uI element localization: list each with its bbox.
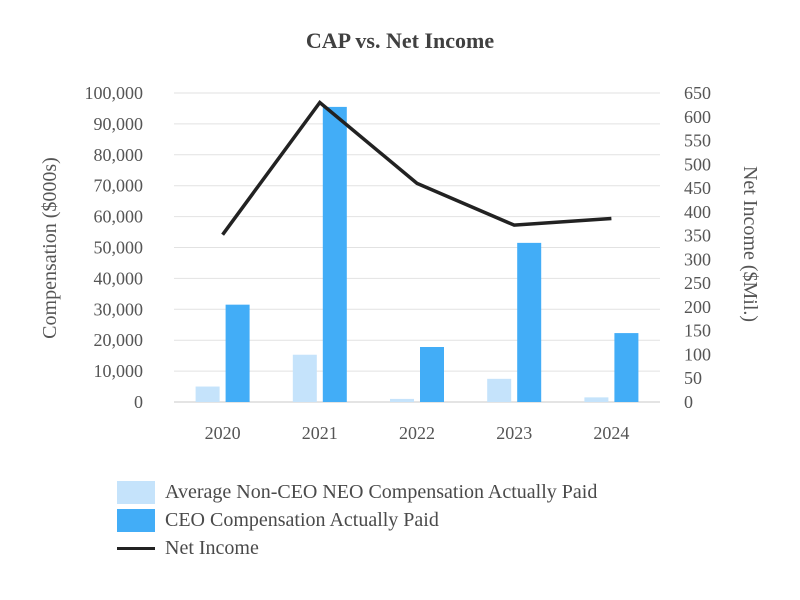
- net-income-line: [221, 99, 612, 236]
- y2-tick-label: 250: [684, 273, 711, 293]
- y2-tick-label: 400: [684, 202, 711, 222]
- y2-tick-label: 650: [684, 83, 711, 103]
- y-tick-label: 20,000: [94, 330, 144, 350]
- legend-label-ceo: CEO Compensation Actually Paid: [165, 508, 439, 531]
- legend-item-net-income[interactable]: Net Income: [117, 534, 597, 562]
- y2-tick-label: 500: [684, 154, 711, 174]
- y-tick-label: 50,000: [94, 238, 144, 258]
- bar-ceo: [517, 242, 542, 402]
- y2-tick-label: 50: [684, 368, 702, 388]
- bar-ceo: [322, 106, 347, 402]
- y2-axis-label: Net Income ($Mil.): [739, 166, 761, 322]
- y-tick-label: 100,000: [85, 83, 144, 103]
- y-tick-label: 0: [134, 392, 143, 412]
- x-tick-label: 2024: [593, 423, 629, 443]
- legend-item-non-ceo[interactable]: Average Non-CEO NEO Compensation Actuall…: [117, 478, 597, 506]
- left-axis-ticks: 0 10,000 20,000 30,000 40,000 50,000 60,000 70,…: [85, 83, 144, 412]
- bars: [195, 106, 639, 402]
- bar-non-ceo: [584, 397, 609, 402]
- bar-ceo: [420, 346, 444, 402]
- chart-title: CAP vs. Net Income: [306, 28, 494, 53]
- legend-swatch-net-income: [117, 546, 155, 550]
- gridlines: [174, 92, 660, 403]
- y2-tick-label: 550: [684, 131, 711, 151]
- bar-non-ceo: [390, 398, 414, 402]
- y2-tick-label: 0: [684, 392, 693, 412]
- bar-ceo: [614, 333, 639, 402]
- y2-tick-label: 300: [684, 249, 711, 269]
- x-tick-label: 2021: [302, 423, 338, 443]
- legend-label-net-income: Net Income: [165, 536, 259, 559]
- bar-non-ceo: [487, 378, 512, 402]
- x-tick-label: 2020: [205, 423, 241, 443]
- y-tick-label: 70,000: [94, 176, 144, 196]
- y-tick-label: 60,000: [94, 207, 144, 227]
- y2-tick-label: 150: [684, 321, 711, 341]
- legend-item-ceo[interactable]: CEO Compensation Actually Paid: [117, 506, 597, 534]
- y-tick-label: 40,000: [94, 268, 144, 288]
- y2-tick-label: 100: [684, 344, 711, 364]
- legend-swatch-ceo: [117, 508, 155, 532]
- y-tick-label: 90,000: [94, 114, 144, 134]
- net-income-line-group: [221, 99, 612, 236]
- y2-tick-label: 450: [684, 178, 711, 198]
- y-axis-label: Compensation ($000s): [39, 157, 61, 339]
- y2-tick-label: 350: [684, 226, 711, 246]
- x-tick-label: 2023: [496, 423, 532, 443]
- x-tick-label: 2022: [399, 423, 435, 443]
- y-tick-label: 80,000: [94, 145, 144, 165]
- y-tick-label: 30,000: [94, 299, 144, 319]
- y2-tick-label: 200: [684, 297, 711, 317]
- legend: Average Non-CEO NEO Compensation Actuall…: [117, 478, 597, 562]
- y2-tick-label: 600: [684, 107, 711, 127]
- legend-swatch-non-ceo: [117, 480, 155, 504]
- y-tick-label: 10,000: [94, 361, 144, 381]
- bar-ceo: [225, 304, 250, 402]
- bar-non-ceo: [292, 354, 317, 402]
- right-axis-ticks: 0 50 100 150 200 250 300 350 400 450 500 550 600 650: [684, 83, 711, 412]
- x-axis-ticks: 2020 2021 2022 2023 2024: [205, 423, 630, 443]
- legend-label-non-ceo: Average Non-CEO NEO Compensation Actuall…: [165, 480, 598, 503]
- bar-non-ceo: [195, 386, 220, 402]
